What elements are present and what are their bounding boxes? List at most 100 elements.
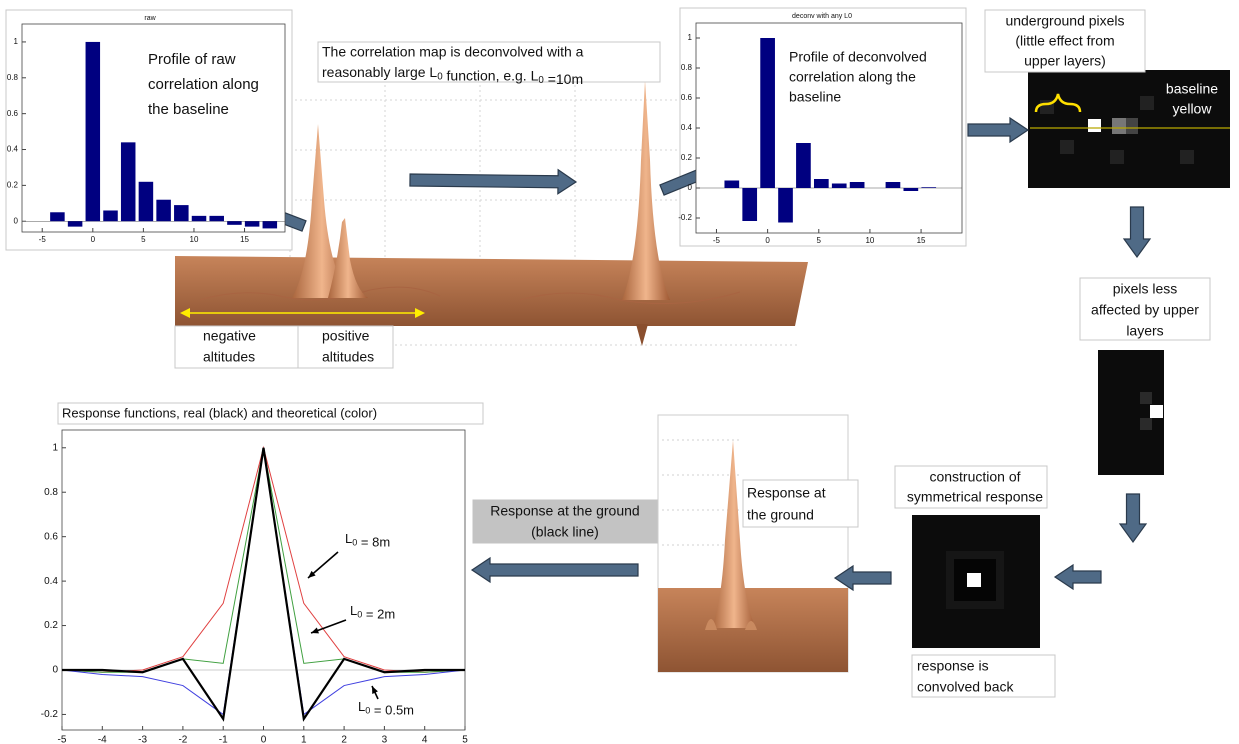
x-tick-label: -2 bbox=[178, 735, 187, 744]
series-line bbox=[62, 447, 465, 722]
label-text: underground pixels bbox=[1005, 13, 1124, 29]
label-text: (black line) bbox=[531, 524, 599, 540]
y-tick-label: -0.2 bbox=[678, 213, 692, 222]
y-tick-label: 0.4 bbox=[7, 145, 19, 154]
note-box bbox=[1079, 277, 1211, 341]
note-box bbox=[742, 479, 859, 528]
bar bbox=[191, 215, 207, 222]
y-tick-label: 0.2 bbox=[7, 180, 19, 189]
arrow bbox=[1053, 563, 1102, 591]
label-text: convolved back bbox=[917, 679, 1015, 695]
arrow bbox=[1122, 206, 1152, 259]
arrow bbox=[833, 564, 892, 592]
bar bbox=[778, 188, 793, 223]
x-tick-label: -1 bbox=[219, 735, 228, 744]
bar bbox=[813, 179, 829, 188]
bar bbox=[885, 182, 901, 188]
x-tick-label: -3 bbox=[138, 735, 147, 744]
annotation-arrowhead bbox=[308, 570, 316, 578]
y-tick-label: 0.6 bbox=[681, 93, 693, 102]
label-text: negative bbox=[203, 328, 256, 344]
y-tick-label: 0.2 bbox=[681, 153, 693, 162]
y-tick-label: 0.2 bbox=[44, 620, 58, 631]
y-tick-label: 1 bbox=[52, 442, 58, 453]
label-text: Profile of deconvolved bbox=[789, 49, 927, 65]
annotation-arrowhead bbox=[372, 686, 378, 694]
bar bbox=[262, 221, 278, 229]
label-text: positive bbox=[322, 328, 370, 344]
bar bbox=[174, 205, 189, 222]
x-tick-label: 0 bbox=[91, 235, 96, 244]
bar bbox=[138, 181, 154, 222]
plot-frame bbox=[695, 22, 963, 234]
y-tick-label: 0.6 bbox=[7, 109, 19, 118]
pixel-image-underground bbox=[1028, 70, 1230, 188]
x-tick-label: -5 bbox=[39, 235, 47, 244]
text-run: = 2m bbox=[362, 607, 395, 622]
label-text: yellow bbox=[1173, 101, 1213, 117]
subscript: 0 bbox=[357, 610, 362, 620]
label-text: Response at bbox=[747, 485, 826, 501]
chart-title: raw bbox=[144, 15, 156, 22]
y-tick-label: 1 bbox=[14, 37, 19, 46]
subscript: 0 bbox=[538, 75, 544, 86]
label-text: response is bbox=[917, 658, 989, 674]
bar bbox=[724, 180, 740, 188]
y-tick-label: 0.8 bbox=[681, 63, 693, 72]
y-tick-label: 0.8 bbox=[44, 487, 58, 498]
x-tick-label: -5 bbox=[713, 236, 721, 245]
label-text: reasonably large L0 function, e.g. L0 =1… bbox=[322, 64, 583, 87]
bar bbox=[209, 215, 224, 222]
text-run: =10m bbox=[544, 71, 583, 87]
label-text: Response at the ground bbox=[490, 503, 639, 519]
y-tick-label: 0 bbox=[688, 183, 693, 192]
text-run: = 8m bbox=[357, 535, 390, 550]
plot-frame bbox=[61, 429, 466, 731]
label-text: L0 = 8m bbox=[345, 531, 390, 549]
arrow bbox=[409, 168, 578, 195]
x-tick-label: 1 bbox=[301, 735, 307, 744]
ground-response-surface bbox=[657, 414, 849, 673]
label-text: upper layers) bbox=[1024, 53, 1106, 69]
x-tick-label: 3 bbox=[382, 735, 388, 744]
bar bbox=[156, 199, 171, 222]
y-tick-label: 0.6 bbox=[44, 531, 58, 542]
bar bbox=[903, 188, 919, 191]
chart-title: Response functions, real (black) and the… bbox=[62, 405, 377, 420]
x-tick-label: -4 bbox=[98, 735, 107, 744]
label-text: correlation along bbox=[148, 76, 259, 93]
label-text: (little effect from bbox=[1015, 33, 1114, 49]
bar bbox=[921, 187, 937, 188]
arrow bbox=[967, 116, 1030, 144]
label-text: altitudes bbox=[322, 349, 374, 365]
plot-frame bbox=[21, 23, 286, 233]
x-tick-label: 5 bbox=[141, 235, 146, 244]
label-text: baseline bbox=[1166, 81, 1218, 97]
y-tick-label: 0 bbox=[52, 665, 58, 676]
y-tick-label: 1 bbox=[688, 33, 693, 42]
label-text: layers bbox=[1126, 323, 1163, 339]
label-text: L0 = 2m bbox=[350, 603, 395, 621]
label-text: symmetrical response bbox=[907, 489, 1043, 505]
x-tick-label: 15 bbox=[240, 235, 249, 244]
bar bbox=[50, 212, 65, 222]
annotation-arrowhead bbox=[311, 627, 319, 634]
text-run: L bbox=[358, 699, 365, 714]
note-box bbox=[984, 9, 1146, 73]
arrow bbox=[470, 556, 639, 584]
label-text: baseline bbox=[789, 89, 841, 105]
label-text: correlation along the bbox=[789, 69, 916, 85]
note-box bbox=[911, 654, 1056, 698]
note-box bbox=[174, 325, 299, 369]
bar bbox=[796, 143, 811, 188]
pixel-image-symmetric bbox=[912, 515, 1040, 648]
x-tick-label: 10 bbox=[865, 236, 874, 245]
y-tick-label: 0.4 bbox=[44, 576, 58, 587]
text-run: L bbox=[350, 603, 357, 618]
label-text: Profile of raw bbox=[148, 51, 236, 68]
x-tick-label: 2 bbox=[341, 735, 347, 744]
note-box bbox=[472, 499, 658, 544]
text-run: reasonably large L bbox=[322, 64, 437, 80]
bar bbox=[244, 221, 260, 227]
